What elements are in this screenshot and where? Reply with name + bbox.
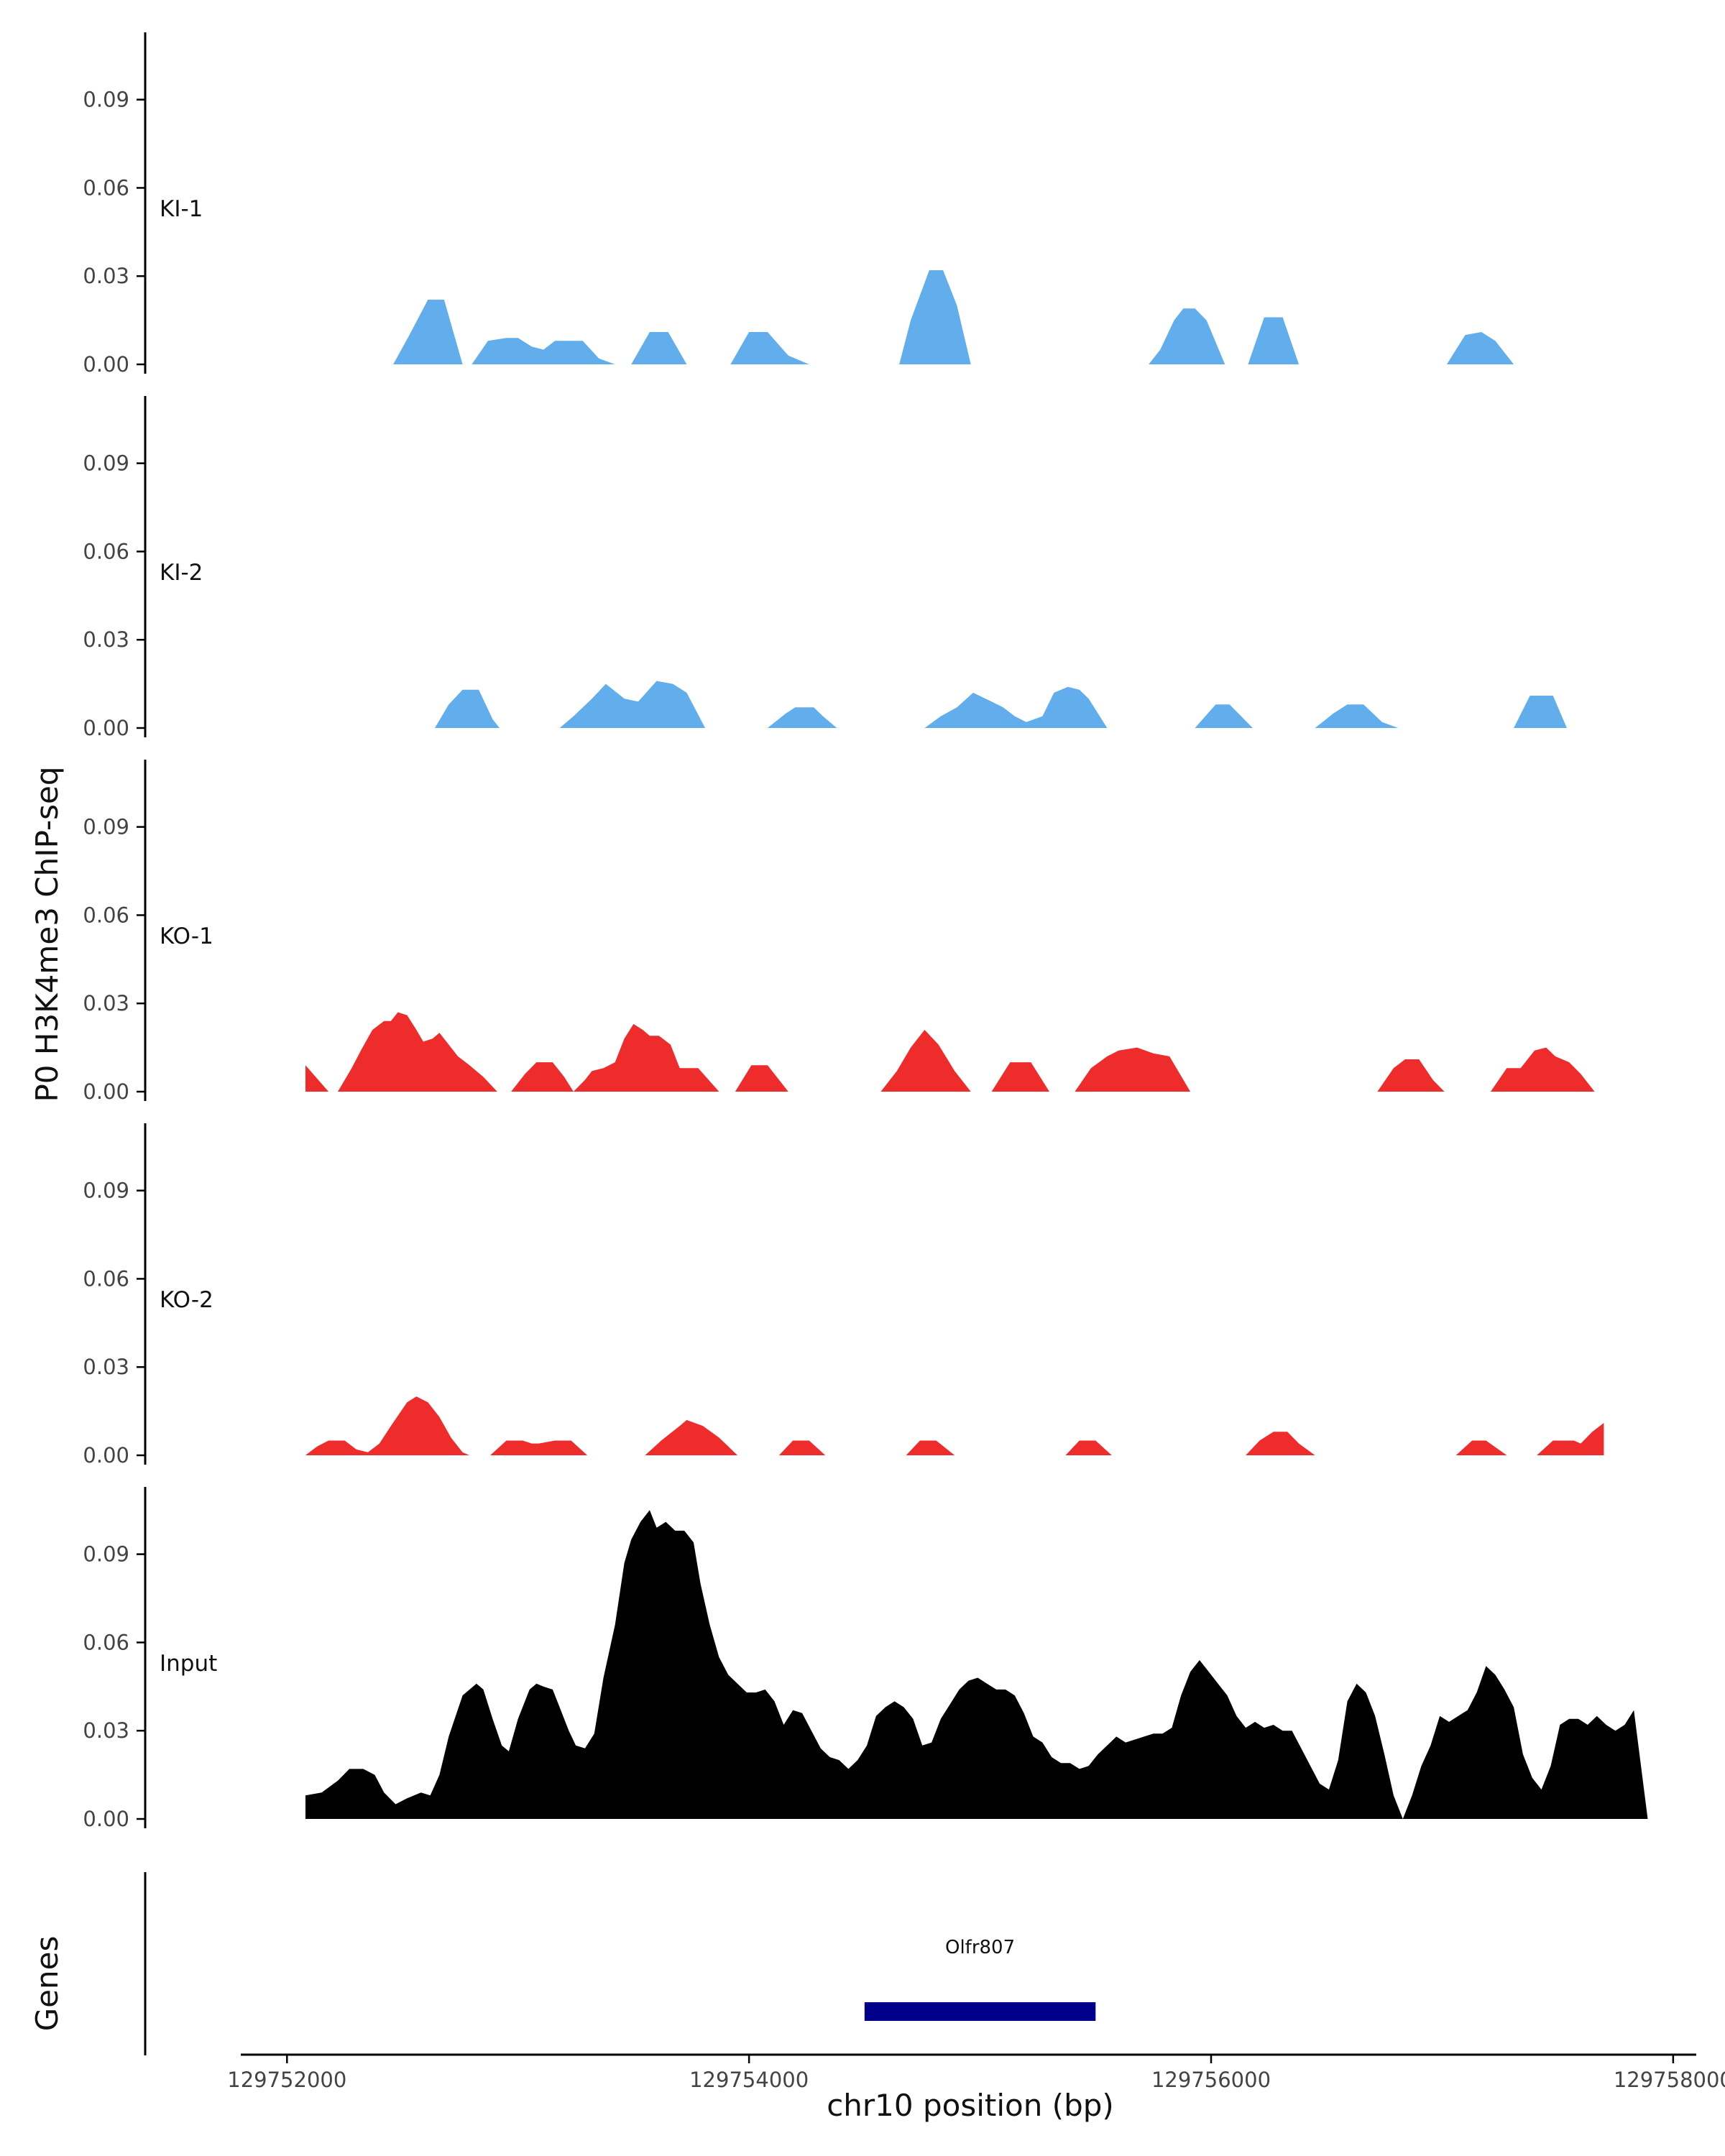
y-tick-label: 0.09 [83, 1179, 129, 1203]
coverage-peak [1455, 1440, 1507, 1455]
coverage-peak [305, 1396, 470, 1455]
x-axis: 129752000 129754000 129756000 129758000 [227, 2053, 1725, 2092]
coverage-peak [730, 332, 809, 364]
gene-bar [864, 2002, 1096, 2021]
coverage-peak [924, 686, 1108, 728]
coverage-peak [1490, 1047, 1595, 1092]
x-tick-label: 129752000 [227, 2068, 346, 2092]
coverage-peak [767, 707, 837, 728]
gene-track-panel: Olfr807 [144, 1872, 1096, 2055]
coverage-peak [1315, 704, 1399, 728]
coverage-peak [1514, 696, 1567, 728]
coverage-peak [906, 1440, 955, 1455]
coverage-peak [511, 1023, 719, 1092]
x-axis-title: chr10 position (bp) [827, 2088, 1114, 2123]
coverage-peak [631, 332, 687, 364]
y-tick-label: 0.03 [83, 264, 129, 288]
y-tick-label: 0.09 [83, 815, 129, 839]
coverage-peak [338, 1012, 497, 1092]
coverage-peak [393, 300, 463, 364]
coverage-peak [991, 1062, 1049, 1092]
coverage-peak [559, 681, 706, 728]
y-tick-label: 0.03 [83, 627, 129, 652]
track-ki-1: 0.00 0.03 0.06 0.09 KI-1 [83, 32, 1514, 377]
coverage-peak [435, 689, 500, 728]
y-tick-label: 0.09 [83, 88, 129, 112]
track-panels: 0.00 0.03 0.06 0.09 KI-1 0.00 0.03 0.06 0.09 KI-2… [83, 32, 1648, 1831]
coverage-peak [490, 1440, 588, 1455]
coverage-peak [1446, 332, 1514, 364]
y-tick-label: 0.09 [83, 451, 129, 476]
y-tick-label: 0.03 [83, 1355, 129, 1379]
x-tick-label: 129758000 [1614, 2068, 1725, 2092]
y-tick-label: 0.06 [83, 903, 129, 927]
gene-track-title: Genes [29, 1936, 65, 2032]
coverage-peak [1065, 1440, 1112, 1455]
coverage-peak [305, 1065, 329, 1092]
coverage-peak [472, 338, 615, 364]
track-ko-2: 0.00 0.03 0.06 0.09 KO-2 [83, 1123, 1604, 1468]
y-tick-label: 0.06 [83, 175, 129, 200]
coverage-peak [1377, 1059, 1445, 1092]
y-tick-label: 0.00 [83, 1443, 129, 1468]
coverage-peak [1537, 1423, 1604, 1455]
track-label: KO-1 [160, 923, 213, 949]
y-tick-label: 0.06 [83, 1266, 129, 1291]
y-tick-label: 0.06 [83, 539, 129, 563]
coverage-peak [735, 1065, 788, 1092]
y-tick-label: 0.00 [83, 1807, 129, 1831]
y-tick-label: 0.06 [83, 1630, 129, 1654]
track-ko-1: 0.00 0.03 0.06 0.09 KO-1 [83, 760, 1595, 1104]
track-label: KO-2 [160, 1287, 213, 1313]
y-axis-title: P0 H3K4me3 ChIP-seq [29, 766, 65, 1102]
y-tick-label: 0.03 [83, 1718, 129, 1743]
x-tick-label: 129756000 [1151, 2068, 1271, 2092]
track-ki-2: 0.00 0.03 0.06 0.09 KI-2 [83, 396, 1567, 740]
coverage-peak [1075, 1047, 1191, 1092]
gene-label: Olfr807 [945, 1937, 1015, 1958]
x-tick-label: 129754000 [689, 2068, 809, 2092]
coverage-peak [1195, 704, 1253, 728]
track-label: Input [160, 1651, 217, 1677]
coverage-peak [1248, 317, 1300, 364]
y-tick-label: 0.00 [83, 1079, 129, 1104]
coverage-peak [1246, 1432, 1315, 1455]
coverage-peak [1149, 308, 1225, 364]
coverage-peak [305, 1510, 1648, 1819]
y-tick-label: 0.00 [83, 352, 129, 377]
y-tick-label: 0.09 [83, 1542, 129, 1567]
coverage-peak [645, 1419, 738, 1455]
track-input: 0.00 0.03 0.06 0.09 Input [83, 1487, 1648, 1831]
coverage-peak [778, 1440, 826, 1455]
y-tick-label: 0.00 [83, 716, 129, 740]
y-tick-label: 0.03 [83, 991, 129, 1015]
coverage-peak [899, 270, 971, 364]
track-label: KI-2 [160, 560, 203, 586]
track-label: KI-1 [160, 196, 203, 222]
coverage-peak [880, 1030, 971, 1092]
